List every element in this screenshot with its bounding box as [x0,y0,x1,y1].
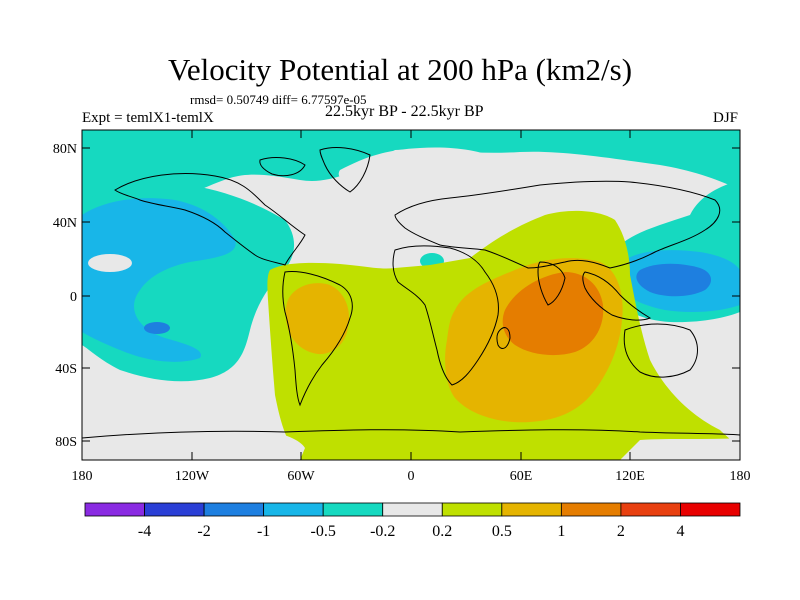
lon-label-180w: 180 [72,469,93,484]
lat-label-80s: 80S [55,435,77,450]
colorbar-swatch [382,502,443,517]
lon-label-60e: 60E [510,469,533,484]
field-neutral-arctic-patch [338,147,495,192]
coast-arctic-islands [259,157,306,177]
axis-ticks [82,130,740,460]
coast-africa [392,245,499,386]
field-strong-negative-core-west-pacific [636,263,712,297]
lon-label-0: 0 [408,469,415,484]
experiment-label: Expt = temlX1-temlX [82,110,214,126]
plot-title: Velocity Potential at 200 hPa (km2/s) [167,52,633,87]
field-strong-positive-core [502,272,604,356]
contour-field [82,130,740,460]
period-subtitle: 22.5kyr BP - 22.5kyr BP [325,103,484,120]
colorbar-swatch [144,502,205,517]
colorbar-label: 2 [617,523,625,540]
colorbar-label: 0.2 [432,523,452,540]
lat-label-80n: 80N [53,142,77,157]
lat-label-40n: 40N [53,216,77,231]
colorbar-swatch [560,502,622,517]
coast-eurasia [394,180,721,269]
colorbar-label: -0.5 [311,523,336,540]
lat-label-0: 0 [70,290,77,305]
colorbar-label: 4 [676,523,684,540]
coastlines [82,147,740,439]
coast-india [537,261,566,306]
field-neutral-pacific-island [88,254,132,272]
lon-label-60w: 60W [287,469,315,484]
season-label: DJF [712,110,738,126]
lon-label-180e: 180 [730,469,751,484]
coast-antarctica [82,429,740,439]
colorbar-swatch [501,502,562,517]
colorbar-swatch [441,502,503,517]
coast-south-america [282,271,353,407]
colorbar-label: -1 [257,523,270,540]
lon-label-120e: 120E [615,469,645,484]
coast-southeast-asia [582,271,652,321]
colorbar-label: -2 [197,523,210,540]
colorbar-swatch [620,502,681,517]
field-moderate-positive-south-america [285,283,350,355]
field-neutral-southern-ocean-east [620,438,740,460]
field-strong-negative-core-pacific [144,322,170,334]
colorbar-swatch [322,502,384,517]
colorbar: -4 -2 -1 -0.5 -0.2 0.2 0.5 1 2 4 [84,502,741,540]
colorbar-label: -4 [138,523,151,540]
coast-madagascar [496,327,511,349]
colorbar-swatch [680,502,741,517]
coast-north-america [114,173,306,266]
colorbar-swatch [203,502,265,517]
field-moderate-negative-east-pacific [82,198,236,362]
colorbar-label: -0.2 [370,523,395,540]
colorbar-label: 0.5 [492,523,512,540]
stats-line: rmsd= 0.50749 diff= 6.77597e-05 [190,92,367,107]
colorbar-swatch [84,502,145,517]
colorbar-label: 1 [557,523,565,540]
colorbar-swatch [263,502,324,517]
field-neutral-southern-ocean [82,419,305,460]
lat-label-40s: 40S [55,362,77,377]
coast-australia [623,323,698,378]
coast-greenland [319,147,371,193]
lon-label-120w: 120W [175,469,210,484]
field-weak-negative-arctic [82,130,740,230]
